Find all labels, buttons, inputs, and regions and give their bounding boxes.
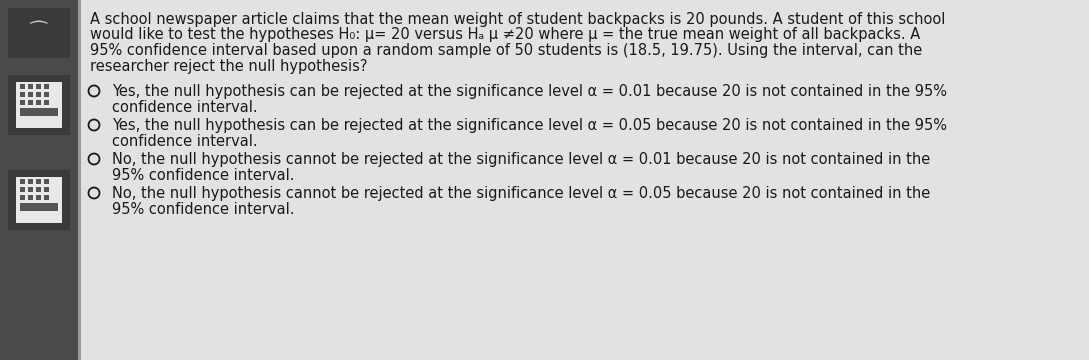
- Text: A school newspaper article claims that the mean weight of student backpacks is 2: A school newspaper article claims that t…: [90, 12, 945, 27]
- Text: 95% confidence interval.: 95% confidence interval.: [112, 202, 294, 216]
- Bar: [28, 179, 33, 184]
- Bar: [28, 195, 33, 200]
- Text: No, the null hypothesis cannot be rejected at the significance level α = 0.05 be: No, the null hypothesis cannot be reject…: [112, 186, 930, 201]
- Text: 95% confidence interval based upon a random sample of 50 students is (18.5, 19.7: 95% confidence interval based upon a ran…: [90, 43, 922, 58]
- Bar: [44, 84, 49, 89]
- Bar: [44, 179, 49, 184]
- Bar: [44, 100, 49, 105]
- Text: would like to test the hypotheses H₀: μ= 20 versus Hₐ μ ≠20 where μ = the true m: would like to test the hypotheses H₀: μ=…: [90, 27, 920, 42]
- Bar: [36, 100, 41, 105]
- Bar: [20, 100, 25, 105]
- Text: researcher reject the null hypothesis?: researcher reject the null hypothesis?: [90, 58, 367, 73]
- Bar: [16, 177, 62, 223]
- Text: 95% confidence interval.: 95% confidence interval.: [112, 167, 294, 183]
- Bar: [8, 8, 70, 58]
- Bar: [36, 195, 41, 200]
- Text: Yes, the null hypothesis can be rejected at the significance level α = 0.01 beca: Yes, the null hypothesis can be rejected…: [112, 84, 947, 99]
- Bar: [78, 0, 81, 360]
- Bar: [20, 108, 58, 116]
- Bar: [20, 203, 58, 211]
- Text: confidence interval.: confidence interval.: [112, 134, 258, 148]
- Bar: [0, 0, 78, 360]
- Bar: [44, 92, 49, 97]
- Bar: [16, 82, 62, 128]
- Bar: [44, 187, 49, 192]
- Bar: [28, 187, 33, 192]
- Text: confidence interval.: confidence interval.: [112, 99, 258, 114]
- Bar: [28, 84, 33, 89]
- Bar: [36, 187, 41, 192]
- Bar: [8, 170, 70, 230]
- Bar: [36, 84, 41, 89]
- Text: Yes, the null hypothesis can be rejected at the significance level α = 0.05 beca: Yes, the null hypothesis can be rejected…: [112, 118, 947, 133]
- Text: ⁀: ⁀: [32, 23, 47, 42]
- Bar: [44, 195, 49, 200]
- Bar: [28, 100, 33, 105]
- Bar: [20, 84, 25, 89]
- Bar: [20, 92, 25, 97]
- Bar: [8, 75, 70, 135]
- Bar: [36, 92, 41, 97]
- Text: No, the null hypothesis cannot be rejected at the significance level α = 0.01 be: No, the null hypothesis cannot be reject…: [112, 152, 930, 167]
- Bar: [28, 92, 33, 97]
- Bar: [20, 179, 25, 184]
- Bar: [36, 179, 41, 184]
- Bar: [20, 187, 25, 192]
- Bar: [20, 195, 25, 200]
